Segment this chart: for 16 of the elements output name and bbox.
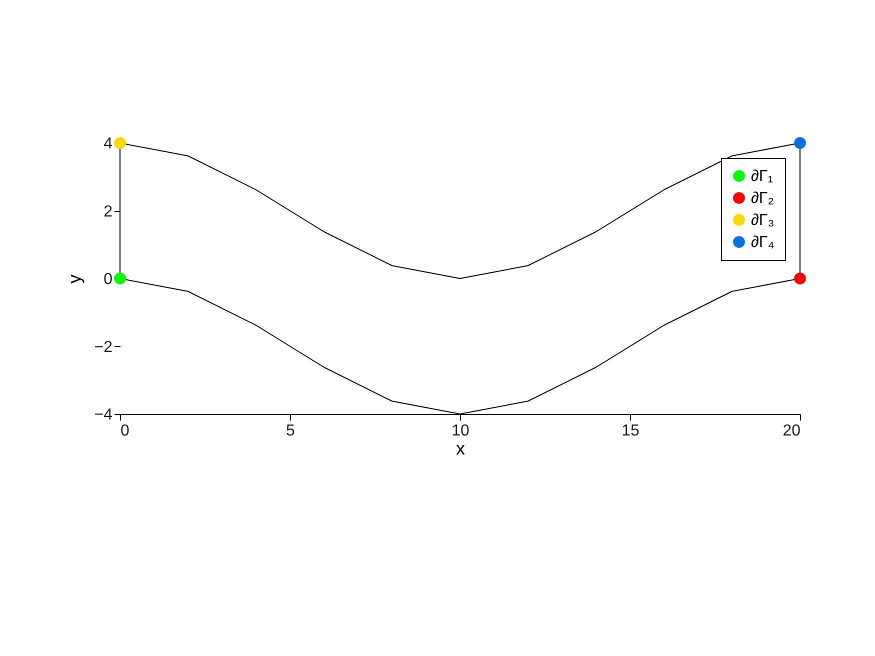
y-tick-label: 2	[104, 203, 113, 220]
x-tick-label: 5	[286, 422, 296, 440]
legend-label: ∂Γ₄	[751, 234, 774, 251]
y-tick-label: 4	[104, 136, 113, 152]
y-tick-label: −2	[94, 338, 113, 356]
x-axis-title: x	[456, 438, 465, 458]
y-axis-title: y	[64, 274, 84, 284]
x-tick-label: 10	[452, 422, 470, 440]
x-tick-label: 15	[622, 422, 640, 440]
legend-label: ∂Γ₃	[751, 212, 774, 229]
legend-label: ∂Γ₁	[751, 168, 774, 185]
y-tick-label: 0	[104, 271, 113, 288]
x-tick-label: 0	[120, 422, 130, 440]
legend-label: ∂Γ₂	[751, 190, 774, 207]
x-tick-label: 20	[782, 422, 801, 440]
y-tick-label: −4	[94, 406, 113, 424]
